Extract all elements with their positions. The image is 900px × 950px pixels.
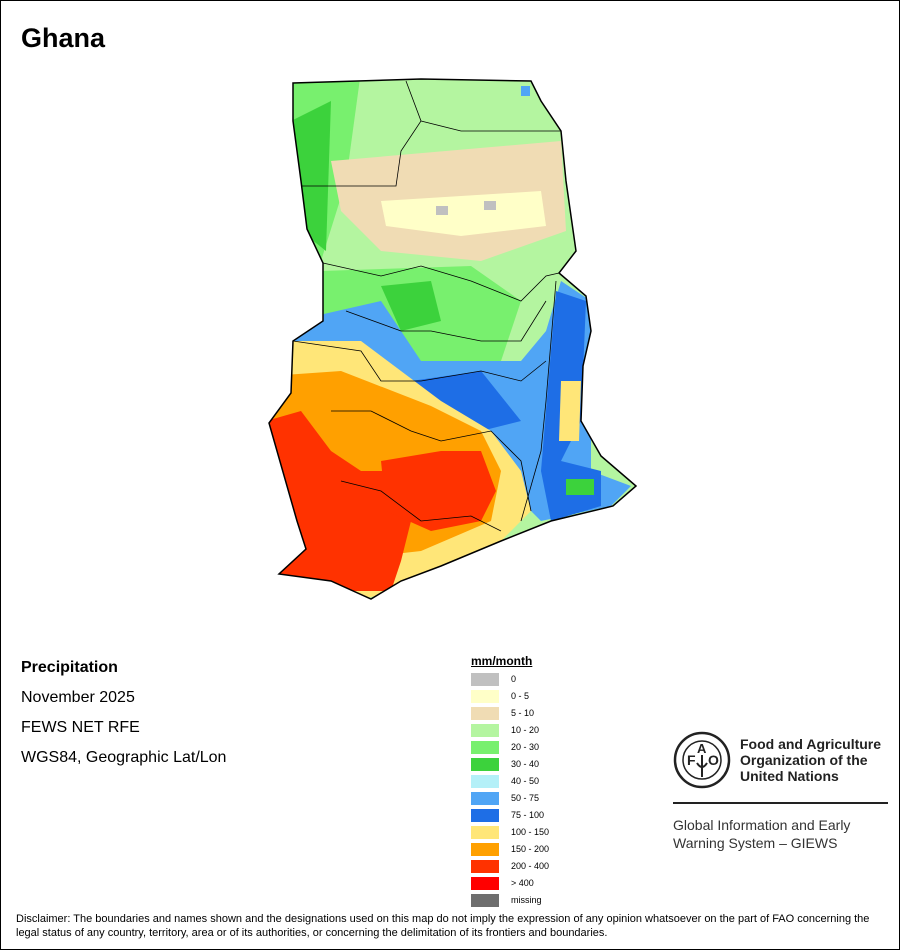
giews-line: Global Information and Early <box>673 817 851 833</box>
variable-label: Precipitation <box>21 659 118 676</box>
legend-swatch <box>471 775 499 788</box>
legend-swatch <box>471 877 499 890</box>
projection-label: WGS84, Geographic Lat/Lon <box>21 749 227 766</box>
disclaimer: Disclaimer: The boundaries and names sho… <box>16 913 870 939</box>
fao-name: Food and Agriculture Organization of the… <box>740 736 881 784</box>
legend-label: 10 - 20 <box>511 725 540 735</box>
ghana-precipitation-map <box>268 78 638 600</box>
legend-label: 75 - 100 <box>511 810 545 820</box>
region-boundaries <box>292 80 561 532</box>
zone-100-150-east <box>559 381 581 441</box>
legend-label: 100 - 150 <box>511 827 550 837</box>
legend-swatch <box>471 894 499 907</box>
legend-label: 150 - 200 <box>511 844 550 854</box>
period-label: November 2025 <box>21 689 135 706</box>
zone-30-40-center <box>381 281 441 331</box>
legend-swatch <box>471 741 499 754</box>
legend-swatch <box>471 690 499 703</box>
legend-label: 0 - 5 <box>511 691 530 701</box>
legend-swatch <box>471 826 499 839</box>
zone-0 <box>484 201 496 210</box>
divider <box>673 802 888 804</box>
zone-50-75-north <box>521 86 530 96</box>
country-border <box>268 78 638 600</box>
legend-title: mm/month <box>471 654 533 668</box>
zone-0 <box>436 206 448 215</box>
legend-swatch <box>471 792 499 805</box>
map-title: Ghana <box>21 23 106 53</box>
legend-label: 20 - 30 <box>511 742 540 752</box>
legend-label: 30 - 40 <box>511 759 540 769</box>
legend-label: 5 - 10 <box>511 708 535 718</box>
svg-text:F: F <box>687 752 696 768</box>
zone-30-40-east <box>566 479 594 495</box>
legend-label: 0 <box>511 674 517 684</box>
legend-swatch <box>471 758 499 771</box>
fao-name-line: Organization of the <box>740 752 868 768</box>
legend-label: > 400 <box>511 878 534 888</box>
fao-logo-icon: F A O <box>673 731 731 789</box>
legend-swatch <box>471 673 499 686</box>
zone-30-40-northwest <box>291 101 331 251</box>
zone-0-5 <box>381 191 546 236</box>
legend-label: 50 - 75 <box>511 793 540 803</box>
zone-200-400-center <box>381 451 496 531</box>
svg-text:O: O <box>708 752 719 768</box>
fao-name-line: United Nations <box>740 768 839 784</box>
zone-75-100 <box>411 371 521 431</box>
giews-label: Global Information and Early Warning Sys… <box>673 816 850 852</box>
svg-text:A: A <box>697 741 707 756</box>
legend-label: 40 - 50 <box>511 776 540 786</box>
legend-swatch <box>471 860 499 873</box>
legend-swatch <box>471 843 499 856</box>
legend-label: 200 - 400 <box>511 861 550 871</box>
fao-name-line: Food and Agriculture <box>740 736 882 752</box>
legend-swatch <box>471 707 499 720</box>
giews-line: Warning System – GIEWS <box>673 835 838 851</box>
legend-swatch <box>471 809 499 822</box>
legend-label: missing <box>511 895 542 905</box>
legend-swatch <box>471 724 499 737</box>
source-label: FEWS NET RFE <box>21 719 140 736</box>
